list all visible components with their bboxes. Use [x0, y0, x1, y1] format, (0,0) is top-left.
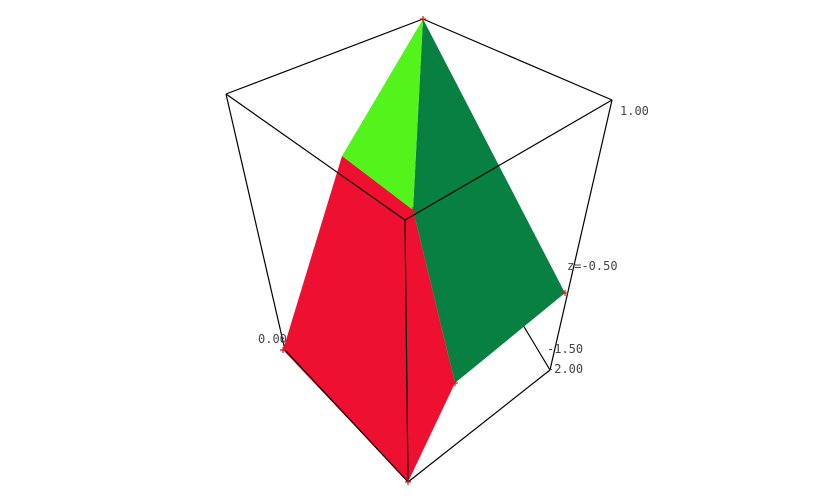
- vertex-marker-top: [420, 16, 426, 22]
- box-edge-back-vertical-left: [225, 93, 286, 351]
- box-edge-bottom-left: [284, 349, 409, 483]
- z-axis-mid-label: z=-0.50: [567, 259, 618, 273]
- bounding-box-front: [225, 93, 613, 483]
- x-axis-left-label: 0.00: [258, 332, 287, 346]
- vertex-marker-left: [280, 347, 286, 353]
- face-dark-green: [413, 19, 565, 383]
- vertex-marker-bottom: [405, 479, 411, 485]
- z-axis-top-label: 1.00: [620, 104, 649, 118]
- face-light-green: [342, 19, 423, 210]
- box-edge-bottom-right: [407, 369, 551, 483]
- box-edge-front-vertical: [404, 219, 409, 483]
- box-edge-front-left: [225, 93, 406, 221]
- face-red: [283, 156, 455, 482]
- box-edge-top-right: [422, 18, 613, 101]
- vertex-marker-right: [562, 290, 568, 296]
- vertex-marker-center: [410, 207, 416, 213]
- vertex-marker-bottom-mid: [452, 380, 458, 386]
- vertex-markers: [280, 16, 568, 485]
- y-axis-label-a: -1.50: [547, 342, 583, 356]
- box-edge-top-left: [225, 18, 424, 95]
- bounding-box-back: [225, 18, 613, 371]
- box-edge-front-right: [404, 99, 613, 221]
- y-axis-label-b: -2.00: [547, 362, 583, 376]
- box-edge-back-vertical-right: [549, 99, 613, 371]
- box-edge-bottom-back: [519, 319, 551, 371]
